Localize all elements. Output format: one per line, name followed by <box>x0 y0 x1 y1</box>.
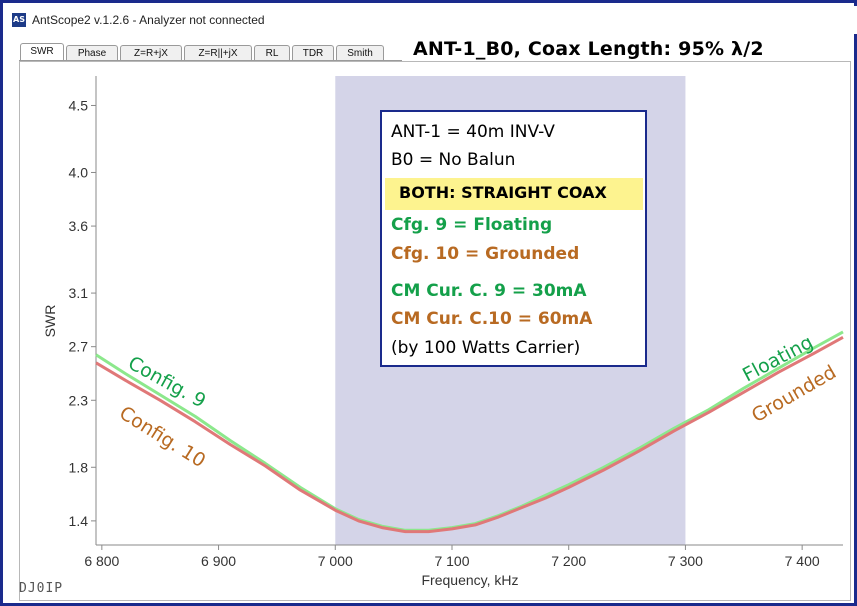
y-tick-label: 3.6 <box>69 218 89 234</box>
tab-bar: SWR Phase Z=R+jX Z=R||+jX RL TDR Smith <box>6 34 857 62</box>
page-heading: ANT-1_B0, Coax Length: 95% λ/2 <box>413 38 764 60</box>
plot-panel <box>19 61 851 601</box>
signature: DJ0IP <box>19 581 64 596</box>
x-tick-label: 7 000 <box>318 553 353 569</box>
annotation-balun: B0 = No Balun <box>391 150 516 170</box>
tab-z-series[interactable]: Z=R+jX <box>120 45 182 62</box>
x-tick-label: 7 100 <box>434 553 469 569</box>
x-tick-label: 7 300 <box>668 553 703 569</box>
y-tick-label: 1.8 <box>69 459 89 475</box>
tab-phase[interactable]: Phase <box>66 45 118 62</box>
y-tick-label: 2.7 <box>69 339 89 355</box>
annotation-highlight-text: BOTH: STRAIGHT COAX <box>399 183 607 202</box>
tab-z-parallel[interactable]: Z=R||+jX <box>184 45 252 62</box>
annotation-config-9: Cfg. 9 = Floating <box>391 215 553 235</box>
tab-rl[interactable]: RL <box>254 45 290 62</box>
x-tick-label: 7 400 <box>785 553 820 569</box>
annotation-cm-current-9: CM Cur. C. 9 = 30mA <box>391 281 587 301</box>
x-axis-label: Frequency, kHz <box>422 572 519 588</box>
annotation-config-10: Cfg. 10 = Grounded <box>391 244 580 264</box>
y-tick-label: 4.0 <box>69 164 89 180</box>
y-tick-label: 4.5 <box>69 97 89 113</box>
window-title: AntScope2 v.1.2.6 - Analyzer not connect… <box>32 13 265 27</box>
x-tick-label: 6 800 <box>84 553 119 569</box>
tab-swr[interactable]: SWR <box>20 43 64 62</box>
tab-divider <box>19 60 402 61</box>
window-titlebar: AS AntScope2 v.1.2.6 - Analyzer not conn… <box>6 6 857 34</box>
tab-smith[interactable]: Smith <box>336 45 384 62</box>
x-tick-label: 6 900 <box>201 553 236 569</box>
tab-tdr[interactable]: TDR <box>292 45 334 62</box>
y-tick-label: 2.3 <box>69 392 89 408</box>
y-axis-label: SWR <box>42 305 58 338</box>
series-config-10-line <box>95 335 844 534</box>
annotation-highlight <box>385 178 643 210</box>
y-tick-label: 3.1 <box>69 285 89 301</box>
x-tick-label: 7 200 <box>551 553 586 569</box>
annotation-box: ANT-1 = 40m INV-V B0 = No Balun BOTH: ST… <box>380 110 647 367</box>
annotation-note: (by 100 Watts Carrier) <box>391 338 581 358</box>
app-icon: AS <box>12 13 26 27</box>
tick-layer: 1.4 1.8 2.3 2.7 3.1 3.6 4.0 4.5 6 800 6 900 7 000 7… <box>69 97 820 569</box>
annotation-antenna: ANT-1 = 40m INV-V <box>391 122 555 142</box>
series-layer <box>95 330 844 534</box>
y-tick-label: 1.4 <box>69 513 89 529</box>
annotation-cm-current-10: CM Cur. C.10 = 60mA <box>391 309 593 329</box>
